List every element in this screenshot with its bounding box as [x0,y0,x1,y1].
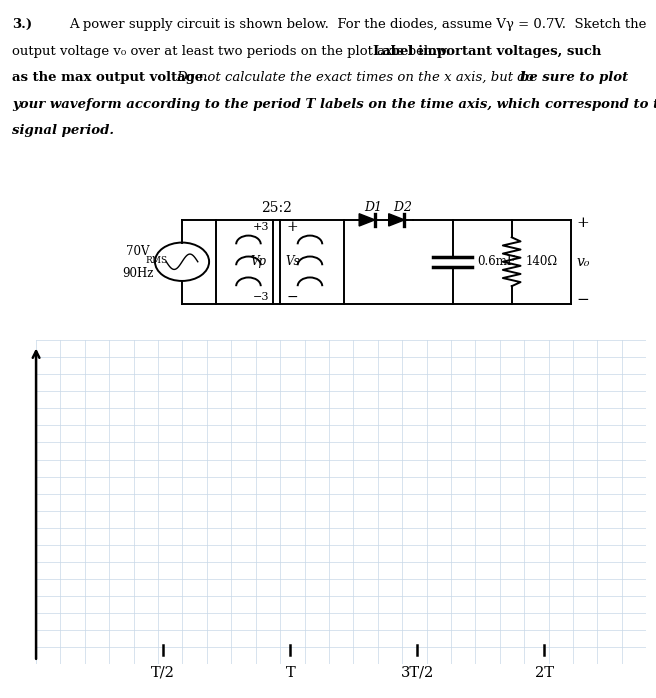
Text: 140Ω: 140Ω [525,255,558,268]
Text: +: + [287,220,298,234]
Text: as the max output voltage.: as the max output voltage. [12,71,208,84]
Text: 70V: 70V [126,245,150,258]
Text: your waveform according to the period T labels on the time axis, which correspon: your waveform according to the period T … [12,98,656,111]
Text: 90Hz: 90Hz [122,267,154,281]
Text: signal period.: signal period. [12,124,113,138]
Polygon shape [359,214,375,226]
Text: D1   D2: D1 D2 [365,201,413,214]
Text: −: − [287,290,298,304]
Polygon shape [388,214,404,226]
Text: Label important voltages, such: Label important voltages, such [373,45,601,58]
Text: 3.): 3.) [12,18,32,31]
Text: Vp: Vp [251,255,266,268]
Text: −3: −3 [253,292,269,302]
Text: −: − [577,293,589,307]
Text: be sure to plot: be sure to plot [520,71,628,84]
Text: A power supply circuit is shown below.  For the diodes, assume Vγ = 0.7V.  Sketc: A power supply circuit is shown below. F… [69,18,646,31]
Text: v₀: v₀ [576,255,590,269]
Text: Vs: Vs [285,255,300,268]
Text: RMS: RMS [145,255,167,265]
Text: +: + [577,216,589,230]
Text: 0.6mF: 0.6mF [477,255,516,268]
Text: 2T: 2T [535,666,554,680]
Text: output voltage v₀ over at least two periods on the plot axis below.: output voltage v₀ over at least two peri… [12,45,459,58]
Text: Do not calculate the exact times on the x axis, but do: Do not calculate the exact times on the … [176,71,534,84]
Text: 25:2: 25:2 [261,200,292,215]
Text: 3T/2: 3T/2 [401,666,434,680]
Text: T/2: T/2 [152,666,175,680]
Text: +3: +3 [253,222,269,232]
Text: T: T [285,666,295,680]
